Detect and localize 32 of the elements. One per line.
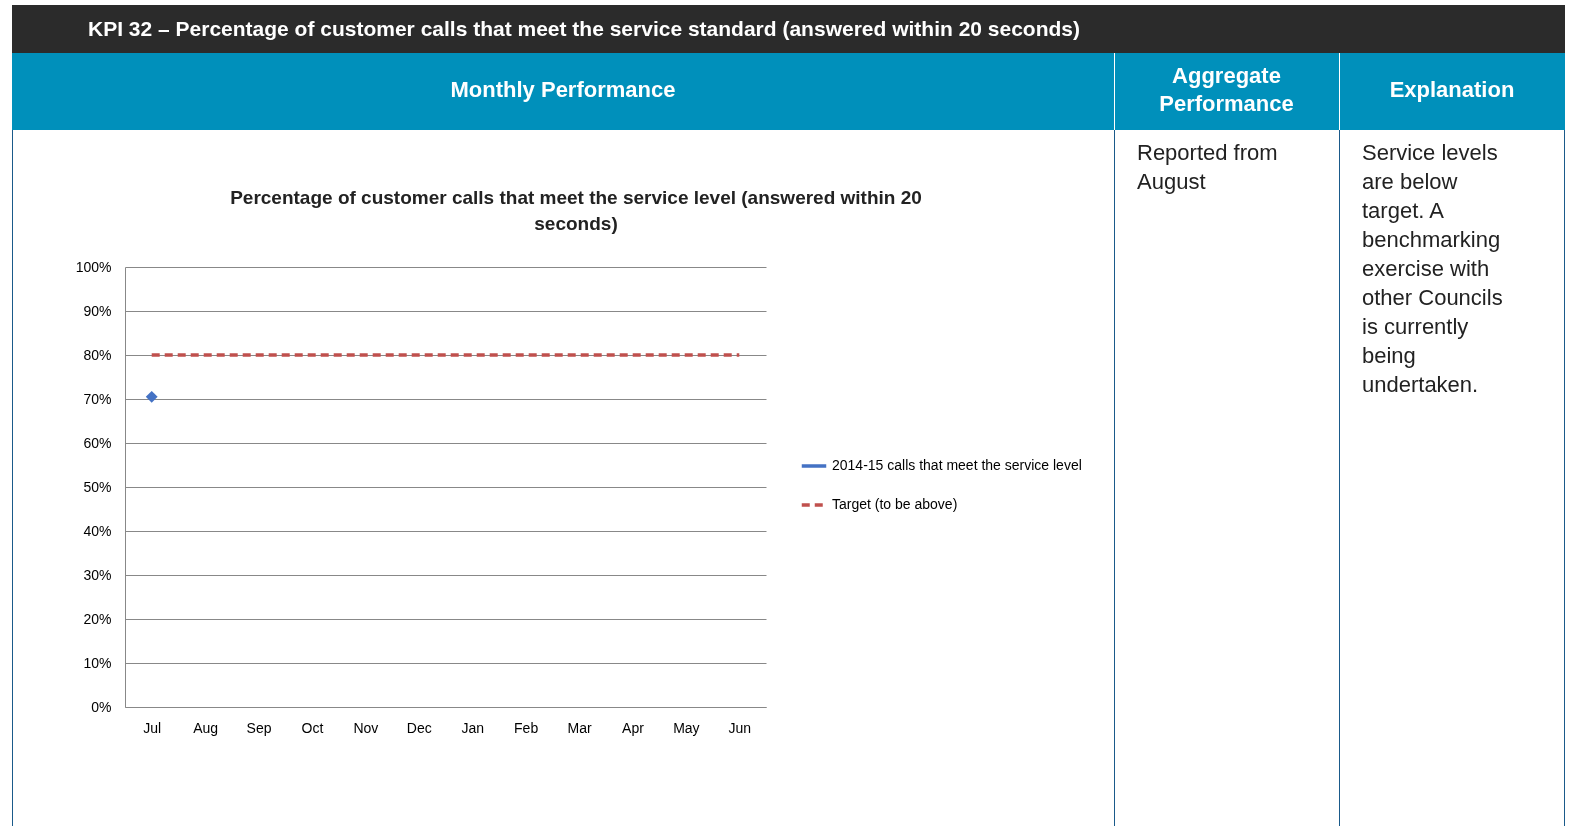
x-tick-label: Dec	[406, 719, 432, 736]
x-tick-label: Jun	[728, 719, 752, 736]
text: Aggregate Performance	[1159, 63, 1294, 116]
x-tick-label: Jan	[461, 719, 484, 736]
y-tick-label: 0%	[91, 698, 112, 715]
x-tick-label: May	[673, 719, 700, 736]
text: Monthly Performance	[450, 77, 676, 102]
y-tick-label: 40%	[83, 522, 112, 539]
text: KPI 32 – Percentage of customer calls that meet the service standard (answered within 20 seconds)	[88, 17, 1081, 40]
y-tick-label: 10%	[83, 654, 112, 671]
x-tick-label: Feb	[514, 719, 539, 736]
text: Explanation	[1389, 77, 1515, 102]
chart-title: Percentage of customer calls that meet the service level (answered within 20 seconds)	[230, 187, 922, 234]
legend-label: 2014-15 calls that meet the service level	[832, 457, 1082, 473]
text: Service levels are below target. A benchmarking exercise with other Councils is currently being undertaken.	[1362, 140, 1503, 397]
x-tick-label: Nov	[353, 719, 379, 736]
legend-label: Target (to be above)	[832, 496, 958, 512]
text: Reported from August	[1137, 140, 1278, 194]
y-tick-label: 80%	[83, 346, 112, 363]
x-tick-label: Apr	[622, 719, 645, 736]
y-tick-label: 20%	[83, 610, 112, 627]
y-tick-label: 100%	[75, 258, 112, 275]
x-tick-label: Sep	[246, 719, 272, 736]
y-tick-label: 50%	[83, 478, 112, 495]
x-tick-label: Aug	[193, 719, 219, 736]
y-tick-label: 60%	[83, 434, 112, 451]
x-tick-label: Jul	[143, 719, 162, 736]
y-tick-label: 90%	[83, 302, 112, 319]
x-tick-label: Mar	[567, 719, 592, 736]
y-tick-label: 70%	[83, 390, 112, 407]
y-tick-label: 30%	[83, 566, 112, 583]
x-tick-label: Oct	[301, 719, 324, 736]
